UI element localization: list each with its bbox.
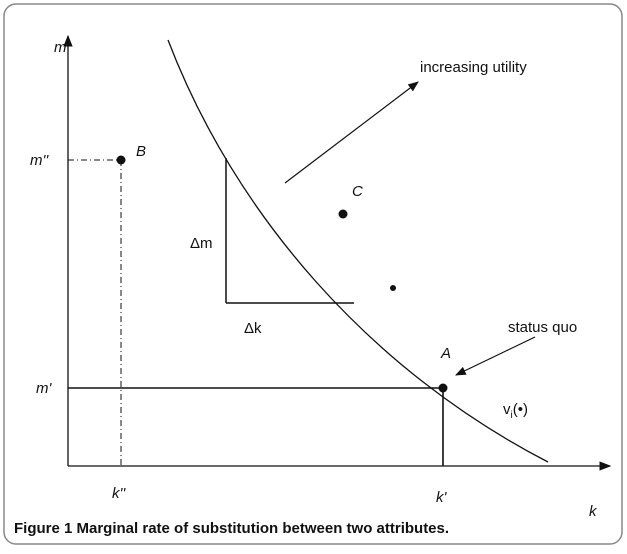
status-quo-arrow [455,336,536,376]
frame [3,3,623,545]
point-c [338,209,348,219]
m-double-prime: m'' [30,152,49,169]
label-b: B [136,143,146,160]
status-quo-label: status quo [508,319,577,336]
curve-label-suffix: (•) [513,401,528,418]
delta-k-label: Δk [244,320,262,337]
k-double-prime: k'' [112,485,126,502]
caption: Figure 1 Marginal rate of substitution b… [14,520,449,537]
increasing-utility-label: increasing utility [420,59,527,76]
curve-label-base: v [503,401,511,418]
m-prime: m' [36,380,52,397]
label-c: C [352,183,363,200]
utility-arrow [284,81,419,184]
point-small [390,285,396,291]
label-a: A [440,345,451,362]
x-axis-label: k [589,503,598,520]
delta-m-label: Δm [190,235,213,252]
point-a [438,383,448,393]
curve-label-sub: i [511,410,513,421]
indifference-curve [167,39,549,463]
k-prime: k' [436,489,448,506]
point-b [116,155,126,165]
y-axis-label: m [54,39,67,56]
curve-label: vi(•) [503,401,528,421]
